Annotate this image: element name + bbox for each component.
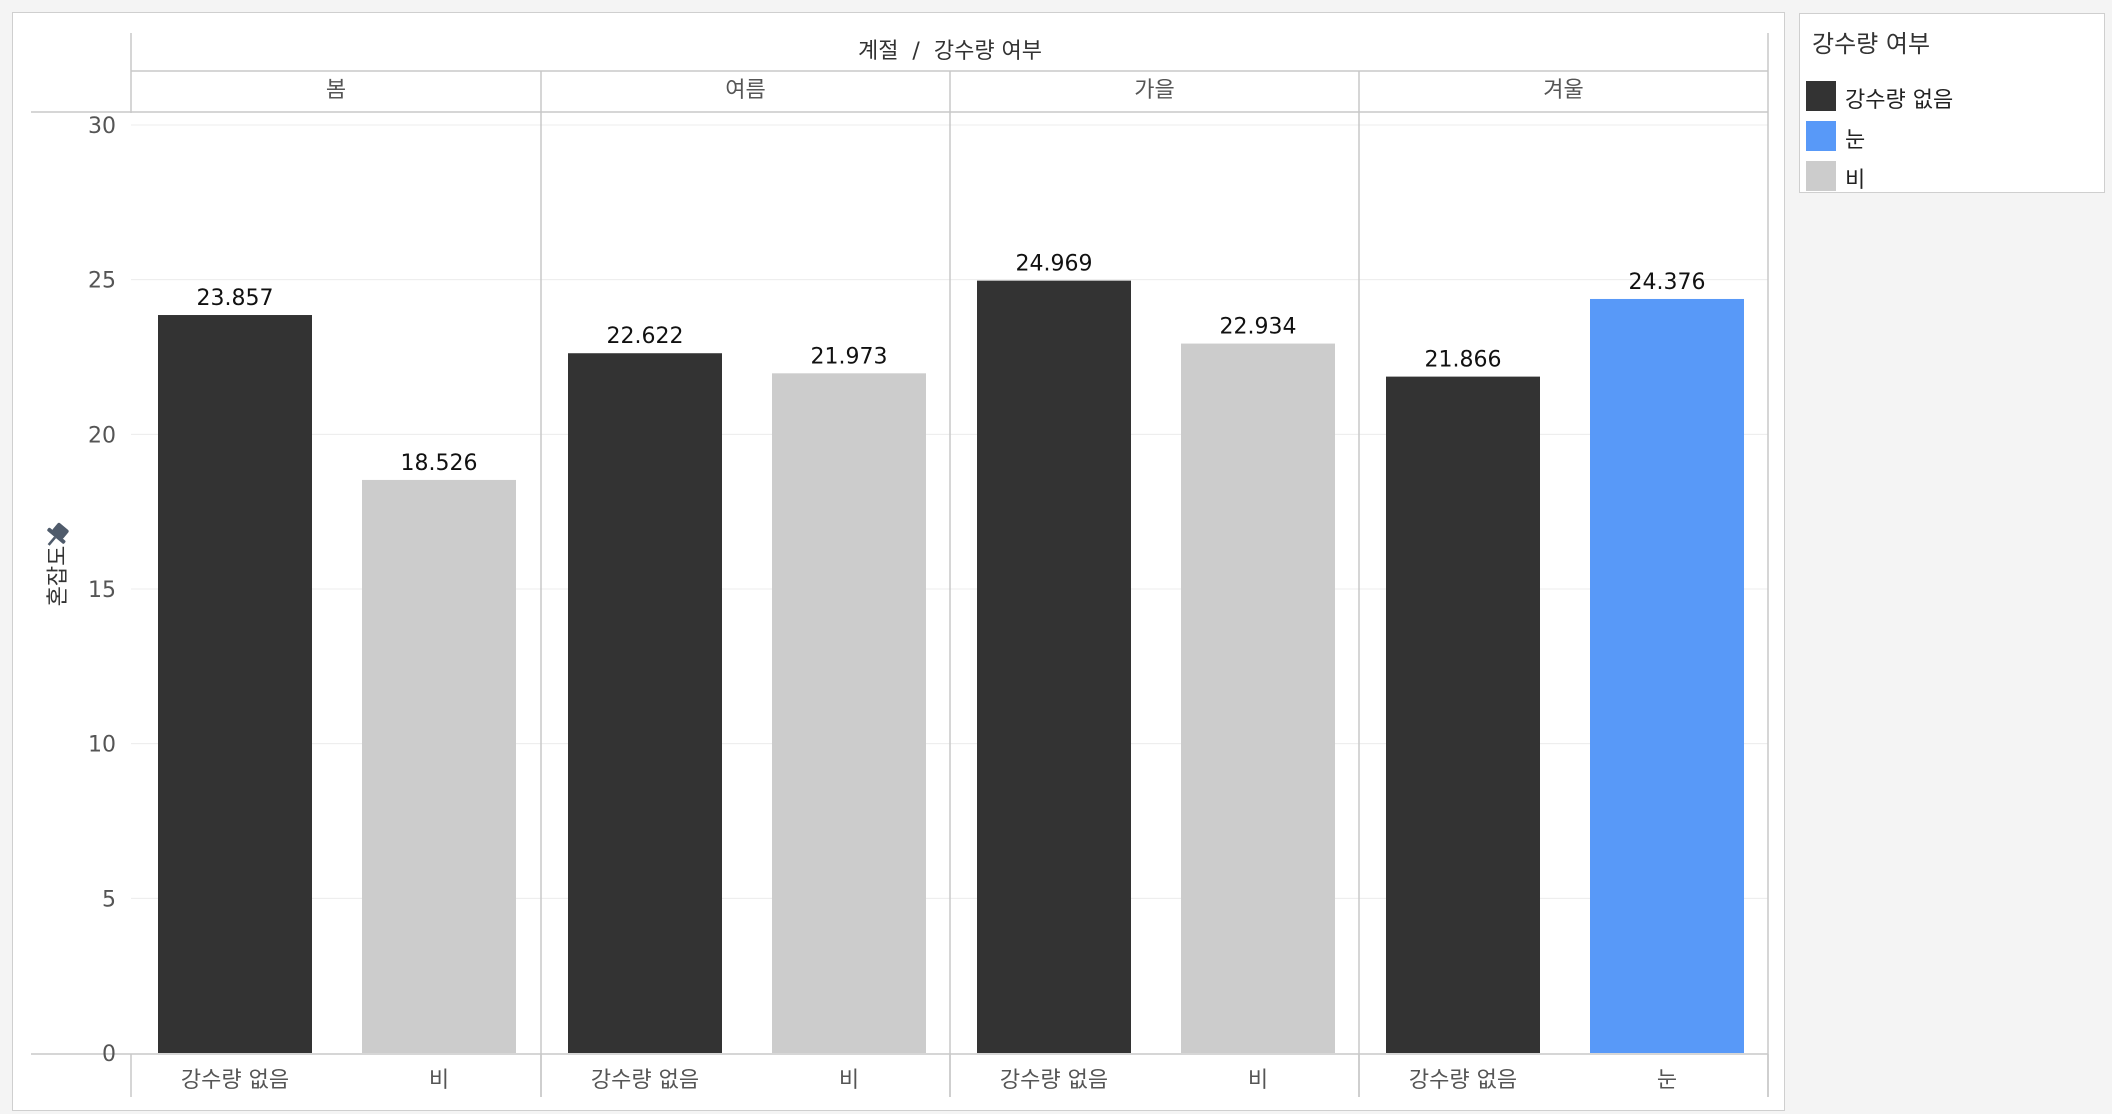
bar-value-label: 24.376: [1629, 270, 1706, 295]
x-axis-labels: 강수량 없음 비 강수량 없음 비 강수량 없음 비 강수량 없음 눈: [181, 1068, 1677, 1093]
x-category-label: 눈: [1657, 1068, 1677, 1093]
legend-item-no-precipitation[interactable]: 강수량 없음: [1806, 78, 2096, 113]
y-tick-label: 25: [88, 269, 116, 294]
legend-label: 비: [1845, 168, 1866, 193]
bar-value-label: 22.622: [607, 324, 684, 349]
legend-swatch: [1806, 81, 1836, 111]
legend-item-snow[interactable]: 눈: [1806, 118, 2096, 153]
bar: [977, 280, 1131, 1053]
bar: [1590, 298, 1744, 1053]
panel-header: 봄: [326, 78, 346, 103]
panel-headers: 봄 여름 가을 겨울: [326, 78, 1584, 103]
bar: [362, 479, 516, 1053]
y-axis: 혼잡도 0 5 10 15 20 25 30: [40, 114, 116, 1067]
bar: [568, 353, 722, 1053]
x-category-label: 강수량 없음: [181, 1068, 289, 1093]
legend-swatch: [1806, 161, 1836, 191]
bar-value-label: 18.526: [401, 451, 478, 476]
bar: [158, 315, 312, 1054]
bar-value-label: 22.934: [1220, 315, 1297, 340]
bar-value-label: 24.969: [1016, 252, 1093, 277]
bar-value-label: 23.857: [197, 286, 274, 311]
bars: [158, 280, 1744, 1054]
x-category-label: 비: [1248, 1068, 1268, 1093]
y-tick-label: 0: [102, 1042, 116, 1067]
bar: [1386, 376, 1540, 1054]
x-category-label: 강수량 없음: [1409, 1068, 1517, 1093]
y-tick-label: 20: [88, 423, 116, 448]
legend-title: 강수량 여부: [1812, 30, 1931, 58]
legend-item-rain[interactable]: 비: [1806, 158, 2096, 193]
data-labels: 23.857 18.526 22.622 21.973 24.969 22.934 21.8…: [197, 252, 1706, 476]
bar: [1181, 343, 1335, 1053]
legend-label: 눈: [1845, 128, 1866, 153]
chart-panel: 계절 / 강수량 여부 봄 여름 가을 겨울 혼잡도 0 5 10 15 20 25 30 23.…: [12, 12, 1785, 1111]
x-category-label: 강수량 없음: [1000, 1068, 1108, 1093]
bar: [772, 373, 926, 1053]
y-tick-label: 5: [102, 887, 116, 912]
y-tick-label: 15: [88, 578, 116, 603]
pin-icon[interactable]: [40, 520, 72, 553]
panel-header: 가을: [1134, 78, 1174, 103]
y-tick-label: 10: [88, 733, 116, 758]
legend-swatch: [1806, 121, 1836, 151]
panel-header: 겨울: [1543, 78, 1583, 103]
bar-chart: 계절 / 강수량 여부 봄 여름 가을 겨울 혼잡도 0 5 10 15 20 25 30 23.…: [31, 33, 1769, 1097]
bar-value-label: 21.973: [811, 344, 888, 369]
y-axis-label: 혼잡도: [46, 546, 71, 607]
bar-value-label: 21.866: [1425, 348, 1502, 373]
y-tick-label: 30: [88, 114, 116, 139]
legend-label: 강수량 없음: [1845, 88, 1954, 113]
x-category-label: 비: [429, 1068, 449, 1093]
x-category-label: 비: [839, 1068, 859, 1093]
panel-header: 여름: [725, 78, 765, 103]
chart-header-title: 계절 / 강수량 여부: [858, 39, 1042, 64]
chart-frame: [31, 33, 1769, 1097]
legend: 강수량 여부 강수량 없음 눈 비: [1799, 13, 2105, 193]
x-category-label: 강수량 없음: [591, 1068, 699, 1093]
